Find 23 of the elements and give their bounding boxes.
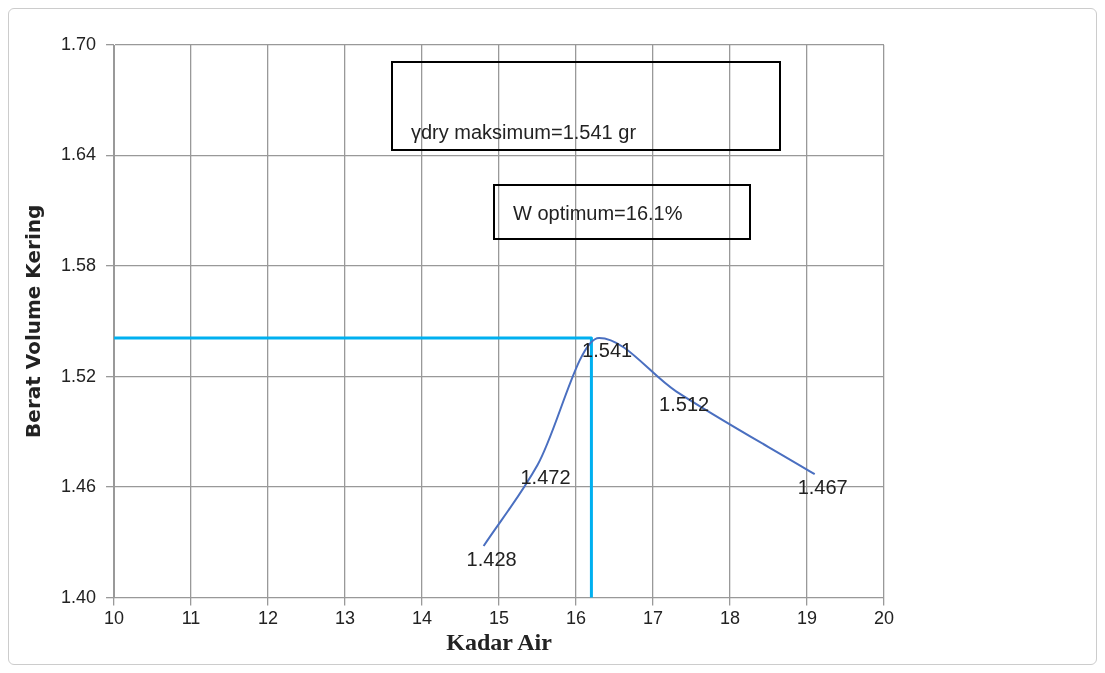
y-axis-title: Berat Volume Kering bbox=[21, 204, 46, 438]
x-tick-label: 19 bbox=[796, 608, 818, 629]
y-tick-label: 1.46 bbox=[60, 476, 97, 497]
data-label: 1.428 bbox=[466, 547, 517, 570]
x-axis-title: Kadar Air bbox=[446, 628, 553, 655]
x-tick-label: 14 bbox=[412, 608, 433, 629]
y-tick-label: 1.58 bbox=[60, 255, 97, 276]
x-tick-label: 11 bbox=[181, 608, 201, 629]
y-tick-label: 1.40 bbox=[60, 586, 97, 607]
annotation: γdry maksimum=1.541 gr bbox=[411, 121, 637, 144]
x-tick-label: 16 bbox=[566, 608, 587, 629]
x-tick-label: 13 bbox=[335, 608, 356, 629]
y-tick-label: 1.64 bbox=[60, 144, 97, 165]
x-tick-label: 20 bbox=[873, 608, 895, 629]
annotation: W optimum=16.1% bbox=[513, 202, 683, 225]
y-tick-label: 1.52 bbox=[60, 365, 97, 386]
y-tick-label: 1.70 bbox=[60, 33, 97, 54]
x-tick-label: 15 bbox=[489, 608, 510, 629]
x-tick-label: 10 bbox=[104, 608, 125, 629]
x-tick-label: 12 bbox=[258, 608, 279, 629]
x-tick-label: 17 bbox=[642, 608, 664, 629]
data-label: 1.467 bbox=[797, 475, 848, 498]
x-tick-label: 18 bbox=[719, 608, 741, 629]
